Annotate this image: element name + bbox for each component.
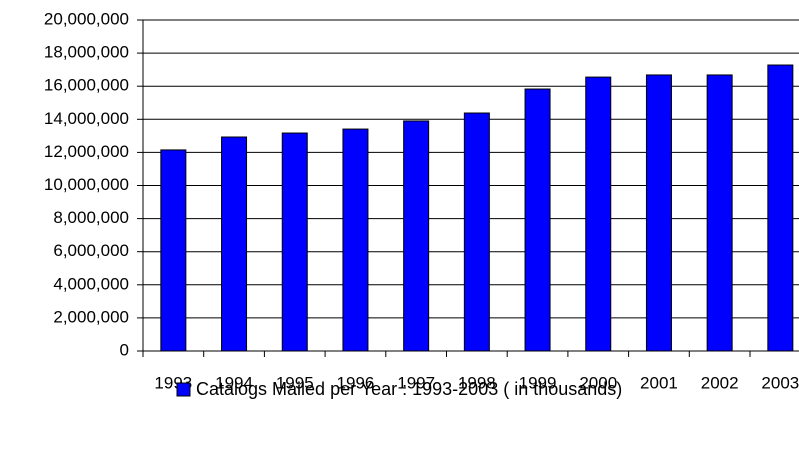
y-tick-label: 6,000,000 <box>53 241 129 260</box>
x-tick-label: 2003 <box>761 373 799 392</box>
y-tick-label: 8,000,000 <box>53 208 129 227</box>
y-tick-label: 18,000,000 <box>44 43 129 62</box>
y-tick-label: 4,000,000 <box>53 274 129 293</box>
bar <box>463 112 490 352</box>
x-tick-label: 1999 <box>519 373 557 392</box>
bar <box>342 128 369 352</box>
bar <box>403 120 430 352</box>
x-tick-label: 1994 <box>215 373 253 392</box>
y-tick-label: 10,000,000 <box>44 175 129 194</box>
x-tick-label: 2001 <box>640 373 678 392</box>
y-tick-label: 16,000,000 <box>44 76 129 95</box>
legend-text: Catalogs Mailed per Year : 1993-2003 ( i… <box>196 379 622 399</box>
x-tick-label: 1997 <box>397 373 435 392</box>
bar <box>524 88 551 352</box>
bar <box>281 132 308 352</box>
x-tick-label: 2000 <box>579 373 617 392</box>
x-tick-label: 1998 <box>458 373 496 392</box>
y-tick-label: 20,000,000 <box>44 9 129 28</box>
x-tick-label: 1996 <box>337 373 375 392</box>
y-tick-label: 14,000,000 <box>44 109 129 128</box>
y-tick-label: 12,000,000 <box>44 142 129 161</box>
y-tick-label: 0 <box>120 340 129 359</box>
x-tick-label: 2002 <box>701 373 739 392</box>
bar <box>160 149 187 352</box>
legend-swatch <box>176 382 191 397</box>
y-tick-label: 2,000,000 <box>53 307 129 326</box>
bar <box>645 74 672 352</box>
bar <box>706 74 733 352</box>
bar <box>221 136 248 352</box>
bar <box>585 76 612 352</box>
bar <box>767 64 794 352</box>
x-tick-label: 1995 <box>276 373 314 392</box>
